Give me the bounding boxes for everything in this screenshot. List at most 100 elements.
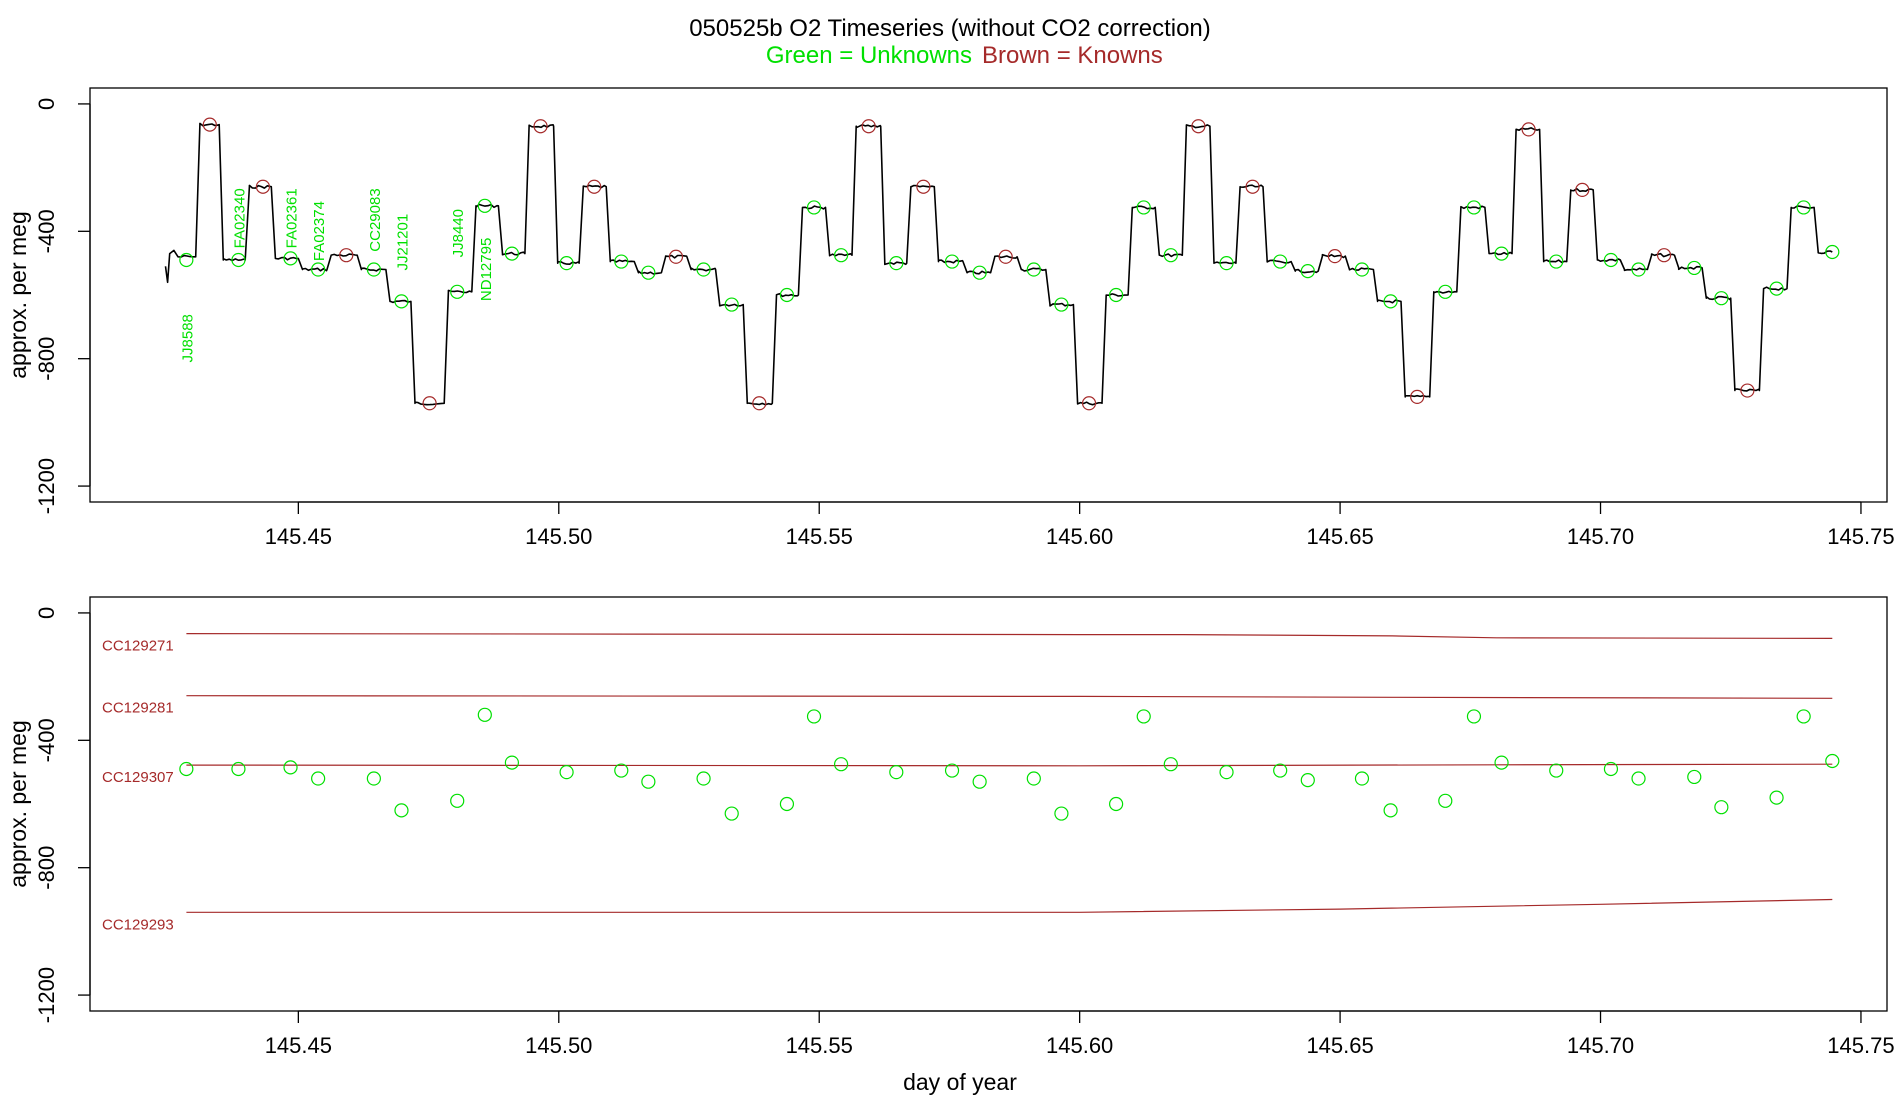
- unknown-point: [1603, 252, 1619, 268]
- unknown-point: [972, 774, 987, 789]
- unknown-point: [450, 793, 465, 808]
- bottom-x-axis: 145.45 145.50 145.55 145.60 145.65 145.70 145.…: [265, 1010, 1895, 1058]
- unknown-point: [559, 256, 574, 271]
- top-x-tick-label: 145.50: [525, 524, 592, 549]
- sample-label: JJ8440: [450, 209, 467, 257]
- unknown-point: [1354, 262, 1370, 277]
- unknown-point: [724, 297, 739, 312]
- top-y-axis: 0 -400 -800 -1200: [34, 98, 91, 514]
- top-x-tick-label: 145.75: [1827, 524, 1894, 549]
- unknown-point: [1300, 773, 1315, 788]
- bot-x-tick-label: 145.50: [525, 1033, 592, 1058]
- top-unknown-points: [179, 198, 1840, 312]
- bot-y-tick-label: -400: [34, 718, 59, 762]
- known-point: [668, 249, 684, 264]
- unknown-point: [1825, 753, 1840, 769]
- reference-line-label: CC129271: [102, 638, 174, 655]
- top-x-tick-label: 145.55: [786, 524, 853, 549]
- unknown-point: [1273, 763, 1288, 778]
- sample-label: JJ21201: [394, 214, 411, 271]
- unknown-point: [450, 284, 465, 299]
- unknown-point: [311, 771, 326, 786]
- top-sample-labels: JJ8588 FA02340 FA02361 FA02374 CC29083 JJ2120…: [179, 188, 494, 362]
- unknown-point: [283, 760, 298, 775]
- unknown-point: [1300, 264, 1315, 279]
- unknown-point: [283, 251, 298, 266]
- known-point: [255, 179, 271, 194]
- top-x-tick-label: 145.45: [265, 524, 332, 549]
- reference-line-label: CC129307: [102, 769, 174, 786]
- known-point: [1656, 248, 1672, 263]
- unknown-point: [1494, 246, 1509, 261]
- bot-x-tick-label: 145.60: [1046, 1033, 1113, 1058]
- unknown-point: [1631, 262, 1646, 277]
- top-trace-layer: [164, 122, 1833, 406]
- top-y-tick-label: -400: [34, 209, 59, 253]
- bottom-reference-lines: CC129271 CC129281 CC129307 CC129293: [102, 632, 1833, 933]
- bottom-panel: 0-400-800-1200 145.45 145.50 145.55 145.60 1…: [5, 596, 1895, 1095]
- bot-y-tick-label: 0: [34, 607, 59, 619]
- bottom-unknown-points: [179, 707, 1840, 821]
- legend-unknowns-label: Green = Unknowns: [766, 42, 972, 69]
- unknown-point: [366, 771, 381, 786]
- sample-label: ND12795: [478, 238, 495, 301]
- reference-line: [186, 695, 1833, 699]
- unknown-point: [614, 254, 629, 269]
- unknown-point: [944, 763, 960, 778]
- unknown-point: [1109, 287, 1124, 303]
- unknown-point: [231, 252, 246, 268]
- reference-line: [186, 763, 1833, 767]
- unknown-point: [696, 771, 711, 786]
- unknown-point: [1549, 763, 1564, 778]
- unknown-point: [696, 262, 711, 277]
- known-point: [1740, 383, 1755, 398]
- legend-knowns-label: Brown = Knowns: [982, 42, 1163, 69]
- unknown-point: [1825, 244, 1840, 260]
- known-point: [1081, 396, 1097, 411]
- top-y-tick-label: -800: [34, 337, 59, 381]
- unknown-point: [394, 294, 409, 309]
- unknown-point: [1163, 757, 1178, 772]
- known-point: [1521, 122, 1536, 137]
- unknown-point: [1549, 254, 1564, 269]
- known-point: [1575, 182, 1590, 198]
- unknown-point: [1273, 254, 1288, 269]
- unknown-point: [1136, 200, 1151, 215]
- unknown-point: [559, 765, 574, 780]
- unknown-point: [1466, 709, 1482, 724]
- unknown-point: [806, 709, 822, 724]
- unknown-point: [477, 707, 492, 722]
- unknown-point: [179, 761, 194, 777]
- unknown-point: [944, 254, 960, 269]
- unknown-point: [1136, 709, 1151, 724]
- top-y-tick-label: 0: [34, 98, 59, 110]
- unknown-point: [1219, 765, 1234, 780]
- bot-x-tick-label: 145.45: [265, 1033, 332, 1058]
- bot-y-tick-label: -1200: [34, 967, 59, 1023]
- unknown-point: [504, 755, 520, 770]
- unknown-point: [1383, 803, 1398, 818]
- unknown-point: [1769, 281, 1784, 296]
- top-x-tick-label: 145.65: [1306, 524, 1373, 549]
- unknown-point: [779, 796, 795, 812]
- unknown-point: [1438, 284, 1453, 299]
- unknown-point: [1354, 771, 1370, 786]
- top-panel: 0-400-800-1200 145.45 145.50 145.55 145.60 1…: [5, 87, 1895, 549]
- known-point: [202, 117, 217, 132]
- known-point: [861, 119, 876, 134]
- top-x-axis: 145.45 145.50 145.55 145.60 145.65 145.70 145.…: [265, 501, 1895, 549]
- top-x-tick-label: 145.60: [1046, 524, 1113, 549]
- unknown-point: [1219, 256, 1234, 271]
- known-point: [916, 179, 931, 194]
- sample-label: FA02361: [284, 188, 301, 248]
- unknown-point: [311, 262, 326, 277]
- known-point: [339, 248, 354, 263]
- unknown-point: [1603, 761, 1619, 777]
- reference-line: [186, 898, 1833, 913]
- bot-x-tick-label: 145.65: [1306, 1033, 1373, 1058]
- unknown-point: [833, 757, 849, 772]
- top-y-axis-label: approx. per meg: [5, 211, 31, 378]
- bottom-y-axis-label: approx. per meg: [5, 720, 31, 887]
- chart-title: 050525b O2 Timeseries (without CO2 corre…: [689, 15, 1211, 42]
